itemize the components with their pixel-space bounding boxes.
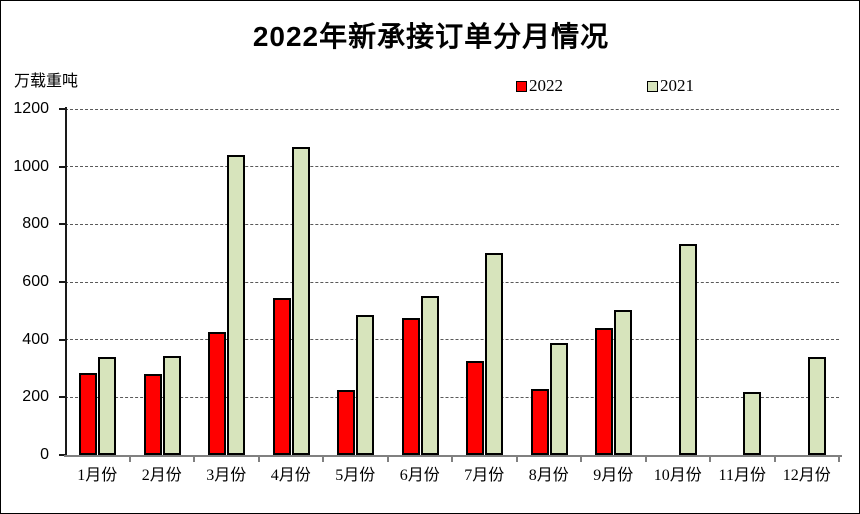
bar-2022-1月份 [79,373,97,455]
gridline-600 [65,281,839,283]
y-axis-tick-400 [59,338,65,341]
x-axis-tick-2 [193,457,195,462]
x-axis-tick-4 [322,457,324,462]
y-tick-label-800: 800 [22,215,49,233]
x-tick-label-10月份: 10月份 [653,467,702,484]
bar-2021-3月份 [227,155,245,455]
bar-2022-4月份 [272,297,291,455]
x-tick-label-8月份: 8月份 [528,467,569,484]
legend-swatch-2021-icon [647,80,658,92]
gridline-1000 [65,166,839,168]
bar-2021-12月份 [807,356,826,455]
x-axis-tick-7 [515,457,518,462]
x-tick-label-9月份: 9月份 [593,467,634,484]
x-axis-tick-1 [128,457,131,462]
x-tick-label-12月份: 12月份 [782,467,831,484]
y-axis-tick-200 [59,396,65,399]
x-tick-label-7月份: 7月份 [464,467,505,484]
y-axis-tick-600 [59,281,65,283]
bar-2021-4月份 [291,147,310,455]
y-tick-label-0: 0 [40,446,49,463]
bar-2022-8月份 [530,388,549,455]
x-tick-label-4月份: 4月份 [270,467,311,484]
bar-2021-5月份 [356,314,374,455]
legend-item-2022: 2022 [516,77,563,95]
y-axis-tick-800 [59,223,65,226]
x-axis-tick-3 [257,457,260,462]
gridline-800 [65,223,839,225]
x-axis-tick-10 [709,457,711,462]
x-tick-label-5月份: 5月份 [335,467,376,484]
legend-swatch-2022-icon [516,80,527,92]
gridline-1200 [65,108,839,110]
x-axis-tick-9 [644,457,647,462]
bar-2022-6月份 [401,317,420,455]
bar-2022-5月份 [337,389,355,455]
bar-2021-8月份 [549,342,568,455]
x-tick-label-1月份: 1月份 [77,467,118,484]
x-axis-tick-6 [451,457,453,462]
x-tick-label-3月份: 3月份 [206,467,247,484]
x-axis-tick-8 [580,457,582,462]
y-axis-tick-0 [59,454,65,456]
x-axis-tick-12 [838,457,840,462]
y-tick-label-600: 600 [22,273,49,290]
legend-label-2022: 2022 [529,76,563,95]
bar-2021-6月份 [420,296,439,455]
x-tick-label-11月份: 11月份 [718,467,766,484]
legend-label-2021: 2021 [660,76,694,95]
bar-2022-2月份 [143,373,162,455]
bar-2022-7月份 [466,360,484,455]
y-axis-line [65,107,67,455]
chart-title: 2022年新承接订单分月情况 [252,21,610,52]
x-axis-tick-11 [773,457,776,462]
bar-2021-11月份 [743,392,761,455]
y-axis-tick-1000 [59,165,65,168]
x-tick-label-2月份: 2月份 [141,467,182,484]
y-tick-label-1000: 1000 [13,157,49,175]
x-axis-line [64,455,842,457]
y-tick-label-1200: 1200 [13,100,49,117]
bar-2021-1月份 [98,356,116,455]
y-tick-label-400: 400 [22,330,49,348]
bar-2021-7月份 [485,253,503,455]
y-tick-label-200: 200 [22,388,49,406]
y-axis-tick-1200 [59,108,65,110]
bar-2021-10月份 [678,243,697,455]
y-axis-unit-label: 万载重吨 [14,73,79,90]
x-axis-tick-5 [386,457,389,462]
bar-2021-9月份 [614,309,632,455]
bar-2022-3月份 [208,331,226,455]
bar-2021-2月份 [162,356,181,455]
bar-2022-9月份 [595,327,613,455]
gridline-400 [65,339,839,341]
x-tick-label-6月份: 6月份 [399,467,440,484]
gridline-200 [65,396,839,398]
legend-item-2021: 2021 [647,77,694,95]
